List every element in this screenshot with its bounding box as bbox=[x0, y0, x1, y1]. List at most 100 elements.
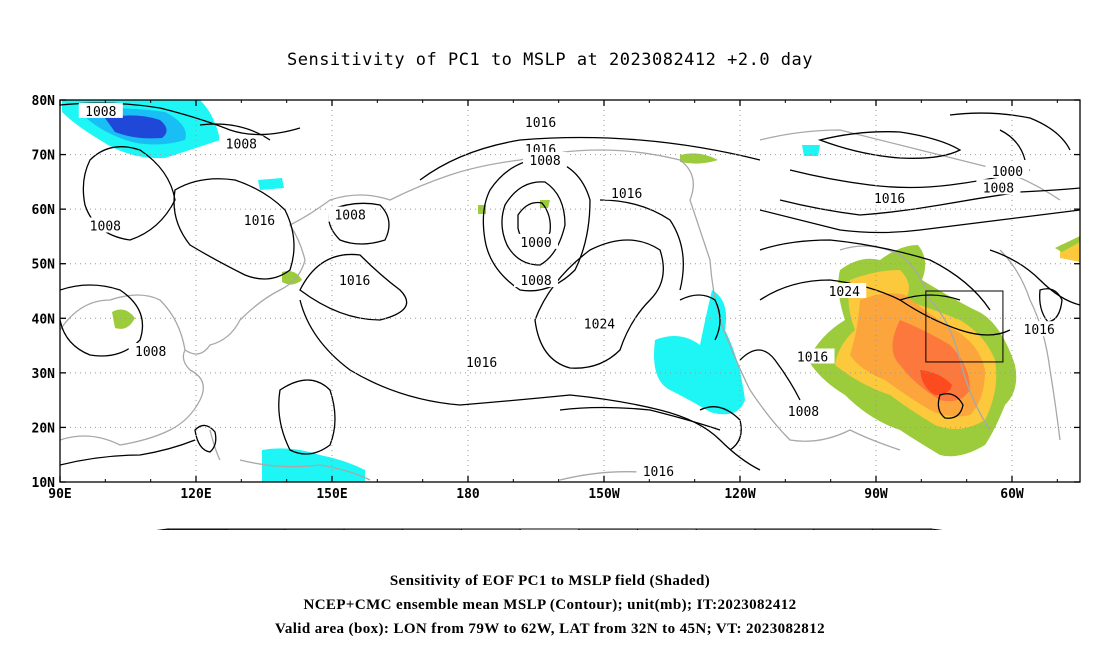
contour-label: 1008 bbox=[781, 403, 826, 420]
mslp-contours bbox=[60, 102, 1080, 471]
contour-label: 1016 bbox=[459, 353, 504, 371]
colorbar-segment bbox=[167, 528, 228, 530]
negative-region-small2 bbox=[802, 145, 820, 156]
contour-label-text: 1000 bbox=[520, 236, 551, 251]
lat-label: 40N bbox=[32, 312, 56, 327]
contour-label: 1016 bbox=[604, 184, 649, 202]
lat-label: 30N bbox=[32, 367, 56, 382]
contour-label-text: 1008 bbox=[520, 274, 551, 289]
lat-label: 10N bbox=[32, 476, 56, 491]
colorbar-segment bbox=[637, 528, 697, 530]
valid-area-box bbox=[925, 290, 1004, 363]
contour-label: 1008 bbox=[328, 206, 373, 224]
colorbar-segment bbox=[226, 528, 286, 530]
contour-label-text: 1008 bbox=[983, 181, 1014, 196]
contour-labels: 1008 1008 1016 1016 1008 1008 1016 1008 1016 1000… bbox=[78, 102, 1062, 480]
contour-label: 1008 bbox=[83, 217, 128, 235]
coastlines bbox=[60, 129, 1061, 481]
contour-label-text: 1016 bbox=[339, 274, 370, 289]
contour-label-text: 1008 bbox=[529, 154, 560, 169]
lon-label: 90W bbox=[864, 487, 888, 502]
map-frame bbox=[59, 99, 1081, 483]
contour-label: 1008 bbox=[523, 152, 568, 169]
positive-region-atlantic-07 bbox=[920, 370, 952, 395]
positive-region-east-edge bbox=[1055, 236, 1080, 252]
lat-label: 80N bbox=[32, 94, 56, 109]
contour-label: 1008 bbox=[976, 179, 1021, 196]
contour-label: 1008 bbox=[219, 135, 264, 153]
contour-label: 1016 bbox=[1017, 321, 1062, 338]
colorbar-segment bbox=[519, 528, 580, 530]
contour-label: 1000 bbox=[985, 162, 1030, 180]
contour-label-text: 1024 bbox=[584, 318, 615, 333]
lon-label: 150E bbox=[316, 487, 347, 502]
positive-region-small3 bbox=[282, 271, 302, 285]
lat-label: 20N bbox=[32, 421, 56, 436]
contour-label-text: 1008 bbox=[226, 138, 257, 153]
grid-lines bbox=[60, 100, 1080, 482]
contour-label-text: 1008 bbox=[788, 405, 819, 420]
map-plot: 1008 1008 1016 1016 1008 1008 1016 1008 1016 1000… bbox=[32, 94, 1081, 530]
contour-label-text: 1016 bbox=[466, 356, 497, 371]
negative-region-small1 bbox=[258, 178, 284, 190]
colorbar-segment bbox=[813, 528, 873, 530]
contour-label-text: 1008 bbox=[334, 209, 365, 224]
lon-label: 150W bbox=[588, 487, 619, 502]
colorbar-segment bbox=[343, 528, 404, 530]
contour-label: 1008 bbox=[128, 343, 173, 360]
lat-label: 70N bbox=[32, 149, 56, 164]
contour-label-text: 1016 bbox=[244, 214, 275, 229]
caption-line-2: NCEP+CMC ensemble mean MSLP (Contour); u… bbox=[303, 597, 797, 613]
latitude-axis: 80N 70N 60N 50N 40N 30N 20N 10N bbox=[32, 94, 1080, 491]
lon-label: 180 bbox=[456, 487, 480, 502]
colorbar-segment bbox=[754, 528, 815, 530]
colorbar-segment bbox=[695, 528, 756, 530]
plot-title: Sensitivity of PC1 to MSLP at 2023082412… bbox=[286, 50, 813, 70]
contour-label-text: 1008 bbox=[85, 105, 116, 120]
caption-line-3: Valid area (box): LON from 79W to 62W, L… bbox=[274, 621, 826, 637]
lon-label: 90E bbox=[48, 487, 71, 502]
contour-label-text: 1016 bbox=[874, 192, 905, 207]
colorbar-high-end bbox=[930, 528, 943, 530]
contour-label-text: 1024 bbox=[829, 285, 860, 300]
contour-label-text: 1016 bbox=[1024, 323, 1055, 338]
colorbar-segment bbox=[402, 528, 462, 530]
contour-label: 1016 bbox=[237, 212, 282, 229]
lat-label: 50N bbox=[32, 258, 56, 273]
negative-region-pacific bbox=[654, 290, 745, 415]
caption-line-1: Sensitivity of EOF PC1 to MSLP field (Sh… bbox=[389, 573, 711, 589]
contour-label: 1016 bbox=[790, 348, 835, 365]
contour-label-text: 1016 bbox=[611, 187, 642, 202]
positive-region-atlantic-06 bbox=[892, 320, 970, 402]
longitude-axis: 90E 120E 150E 180 150W 120W 90W 60W bbox=[48, 100, 1058, 502]
contour-label: 1016 bbox=[636, 463, 681, 480]
colorbar-segment bbox=[871, 528, 932, 530]
colorbar-segment bbox=[578, 528, 639, 530]
contour-label: 1016 bbox=[867, 190, 912, 207]
contour-label: 1016 bbox=[332, 272, 377, 289]
contour-label: 1024 bbox=[577, 315, 622, 333]
contour-label: 1024 bbox=[822, 283, 867, 300]
contour-label: 1016 bbox=[518, 113, 563, 131]
contour-label-text: 1016 bbox=[643, 465, 674, 480]
contour-label: 1008 bbox=[78, 102, 123, 120]
contour-label-text: 1008 bbox=[90, 220, 121, 235]
contour-label-text: 1016 bbox=[797, 350, 828, 365]
positive-region-small5 bbox=[540, 200, 550, 208]
negative-region-arctic-core2 bbox=[105, 115, 167, 139]
colorbar-segment bbox=[284, 528, 345, 530]
positive-region-small2 bbox=[112, 309, 135, 329]
contour-label-text: 1008 bbox=[135, 345, 166, 360]
lon-label: 120E bbox=[180, 487, 211, 502]
colorbar-segment bbox=[461, 528, 521, 530]
lon-label: 120W bbox=[724, 487, 755, 502]
positive-region-small1 bbox=[680, 153, 718, 164]
contour-label-text: 1016 bbox=[525, 116, 556, 131]
colorbar: -0.9-0.8-0.7-0.6-0.5-0.4-0.30.30.40.50.6… bbox=[156, 528, 943, 530]
colorbar-low-end bbox=[156, 528, 169, 530]
lon-label: 60W bbox=[1000, 487, 1024, 502]
contour-label: 1000 bbox=[514, 233, 558, 251]
lat-label: 60N bbox=[32, 203, 56, 218]
contour-label-text: 1000 bbox=[992, 165, 1023, 180]
contour-label: 1008 bbox=[514, 272, 558, 289]
